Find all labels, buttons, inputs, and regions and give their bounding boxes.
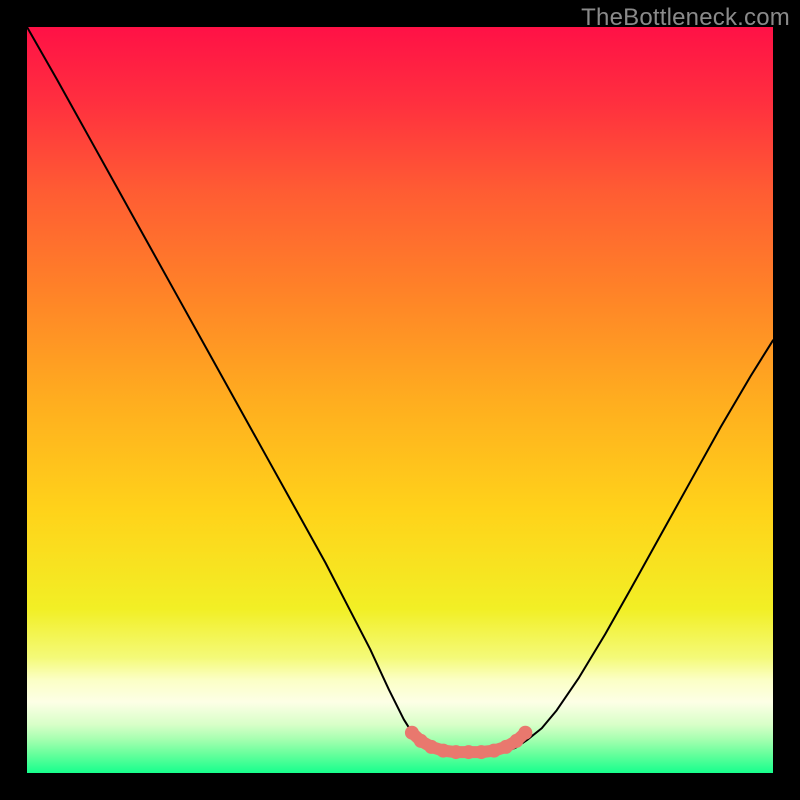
optimal-range-dot bbox=[449, 745, 463, 759]
optimal-range-dot bbox=[518, 726, 532, 740]
optimal-range-dot bbox=[424, 740, 438, 754]
watermark-text: TheBottleneck.com bbox=[581, 4, 790, 32]
optimal-range-dot bbox=[474, 745, 488, 759]
plot-area bbox=[27, 27, 773, 773]
chart-frame: TheBottleneck.com bbox=[0, 0, 800, 800]
optimal-range-dot bbox=[436, 744, 450, 758]
optimal-range-dot bbox=[487, 744, 501, 758]
gradient-background bbox=[27, 27, 773, 773]
bottleneck-curve-chart bbox=[27, 27, 773, 773]
optimal-range-dot bbox=[462, 745, 476, 759]
